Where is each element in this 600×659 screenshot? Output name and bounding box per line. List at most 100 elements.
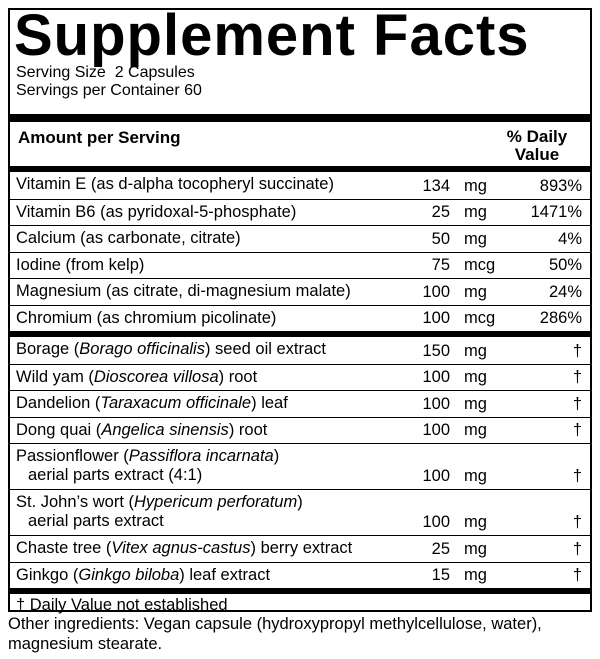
amount: 100 <box>422 467 450 485</box>
name-text: Vitamin E (as d-alpha tocopheryl succina… <box>16 175 334 193</box>
latin-name: Hypericum perforatum <box>134 493 298 511</box>
unit: mg <box>464 467 487 485</box>
latin-name: Passiflora incarnata <box>128 447 274 465</box>
unit: mcg <box>464 256 496 274</box>
amount: 100 <box>422 394 450 413</box>
thick-rule <box>10 114 590 122</box>
supplement-facts-panel: Supplement Facts Serving Size 2 Capsules… <box>8 3 592 614</box>
name-text: Chaste tree ( <box>16 539 112 557</box>
amount: 100 <box>422 513 450 531</box>
servings-per-container: Servings per Container 60 <box>16 82 202 99</box>
daily-value: 24% <box>548 282 582 301</box>
name-text: ) berry extract <box>250 539 353 557</box>
name-line-2: aerial parts extract (4:1) <box>28 466 203 484</box>
unit: mg <box>464 513 487 531</box>
name-text: Borage ( <box>16 340 80 358</box>
ingredient-name: Magnesium (as citrate, di-magnesium mala… <box>16 282 351 301</box>
daily-value: † <box>572 467 582 485</box>
amount: 15 <box>431 566 450 584</box>
latin-name: Dioscorea villosa <box>93 367 219 386</box>
ingredient-name: Iodine (from kelp) <box>16 256 144 275</box>
ingredient-name: Vitamin E (as d-alpha tocopheryl succina… <box>16 175 334 194</box>
latin-name: Taraxacum officinale <box>100 394 252 412</box>
name-text: St. John’s wort ( <box>16 493 134 511</box>
daily-value: † <box>572 421 582 439</box>
thick-rule <box>10 331 590 337</box>
ingredient-name: Dong quai (Angelica sinensis) root <box>16 421 267 440</box>
nutrient-row: Chromium (as chromium picolinate) 100 mcg 2… <box>10 304 590 332</box>
unit: mg <box>464 282 487 301</box>
nutrient-row: Wild yam (Dioscorea villosa) root 100 mg † <box>10 363 590 391</box>
name-text: ) <box>273 447 280 465</box>
ingredient-name: Calcium (as carbonate, citrate) <box>16 229 241 248</box>
nutrient-row: Magnesium (as citrate, di-magnesium mala… <box>10 278 590 305</box>
latin-name: Ginkgo biloba <box>78 565 180 584</box>
daily-value: † <box>572 513 582 531</box>
daily-value: 893% <box>539 176 582 195</box>
daily-value: 50% <box>548 256 582 274</box>
ingredient-name: Wild yam (Dioscorea villosa) root <box>16 368 257 387</box>
ingredient-name: Dandelion (Taraxacum officinale) leaf <box>16 394 288 413</box>
name-line-2: aerial parts extract <box>28 512 164 530</box>
thick-rule <box>10 166 590 172</box>
amount: 100 <box>422 368 450 386</box>
unit: mg <box>464 341 487 360</box>
daily-value: † <box>572 539 582 558</box>
unit: mg <box>464 539 487 558</box>
amount: 50 <box>431 229 450 248</box>
thick-rule <box>10 588 590 594</box>
name-text: Calcium (as carbonate, citrate) <box>16 229 241 247</box>
name-text: ) leaf extract <box>179 565 271 584</box>
amount-header: Amount per Serving <box>18 128 181 147</box>
daily-value-header: % Daily Value <box>506 127 568 164</box>
nutrient-row: Iodine (from kelp) 75 mcg 50% <box>10 251 590 279</box>
nutrient-row: Vitamin E (as d-alpha tocopheryl succina… <box>10 172 590 199</box>
ingredient-name: Passionflower (Passiflora incarnata) aeri… <box>16 447 279 485</box>
serving-size: Serving Size 2 Capsules <box>16 64 195 81</box>
latin-name: Vitex agnus-castus <box>111 539 251 557</box>
name-text: Dandelion ( <box>16 394 101 412</box>
nutrient-row: Vitamin B6 (as pyridoxal-5-phosphate) 25 m… <box>10 198 590 226</box>
nutrient-row: Borage (Borago officinalis) seed oil ext… <box>10 337 590 364</box>
unit: mg <box>464 229 487 248</box>
nutrient-row: St. John’s wort (Hypericum perforatum) ae… <box>10 489 590 535</box>
name-text: Iodine (from kelp) <box>16 255 145 274</box>
ingredient-name: St. John’s wort (Hypericum perforatum) ae… <box>16 493 303 531</box>
name-text: Chromium (as chromium picolinate) <box>16 308 277 327</box>
unit: mg <box>464 203 487 221</box>
name-text: Passionflower ( <box>16 447 129 465</box>
daily-value: 1471% <box>530 203 582 221</box>
daily-value: † <box>572 368 582 386</box>
unit: mg <box>464 566 487 584</box>
name-text: Magnesium (as citrate, di-magnesium mala… <box>16 282 351 300</box>
botanical-rows: Borage (Borago officinalis) seed oil ext… <box>10 337 590 588</box>
daily-value: † <box>572 394 582 413</box>
header-row: Amount per Serving % Daily Value <box>10 122 590 166</box>
name-text: Dong quai ( <box>16 420 102 439</box>
amount: 25 <box>431 539 450 558</box>
ingredient-name: Ginkgo (Ginkgo biloba) leaf extract <box>16 566 270 585</box>
latin-name: Angelica sinensis <box>101 420 229 439</box>
name-text: Wild yam ( <box>16 367 94 386</box>
ingredient-name: Chromium (as chromium picolinate) <box>16 309 276 328</box>
nutrient-row: Dong quai (Angelica sinensis) root 100 mg † <box>10 416 590 444</box>
unit: mg <box>464 176 487 195</box>
title: Supplement Facts <box>14 3 530 68</box>
amount: 100 <box>422 421 450 439</box>
latin-name: Borago officinalis <box>79 340 205 358</box>
vitamin-rows: Vitamin E (as d-alpha tocopheryl succina… <box>10 172 590 331</box>
footnote: † Daily Value not established <box>16 596 228 614</box>
amount: 25 <box>431 203 450 221</box>
name-text: ) leaf <box>251 394 288 412</box>
name-text: ) seed oil extract <box>204 340 327 358</box>
name-text: ) root <box>218 367 258 386</box>
ingredient-name: Borage (Borago officinalis) seed oil ext… <box>16 340 326 359</box>
nutrient-row: Calcium (as carbonate, citrate) 50 mg 4% <box>10 225 590 252</box>
name-text: ) <box>297 493 303 511</box>
unit: mg <box>464 421 487 439</box>
nutrient-row: Passionflower (Passiflora incarnata) aeri… <box>10 443 590 489</box>
other-ingredients: Other ingredients: Vegan capsule (hydrox… <box>8 615 542 653</box>
daily-value: 4% <box>558 229 582 248</box>
amount: 100 <box>422 282 450 301</box>
amount: 150 <box>422 341 450 360</box>
